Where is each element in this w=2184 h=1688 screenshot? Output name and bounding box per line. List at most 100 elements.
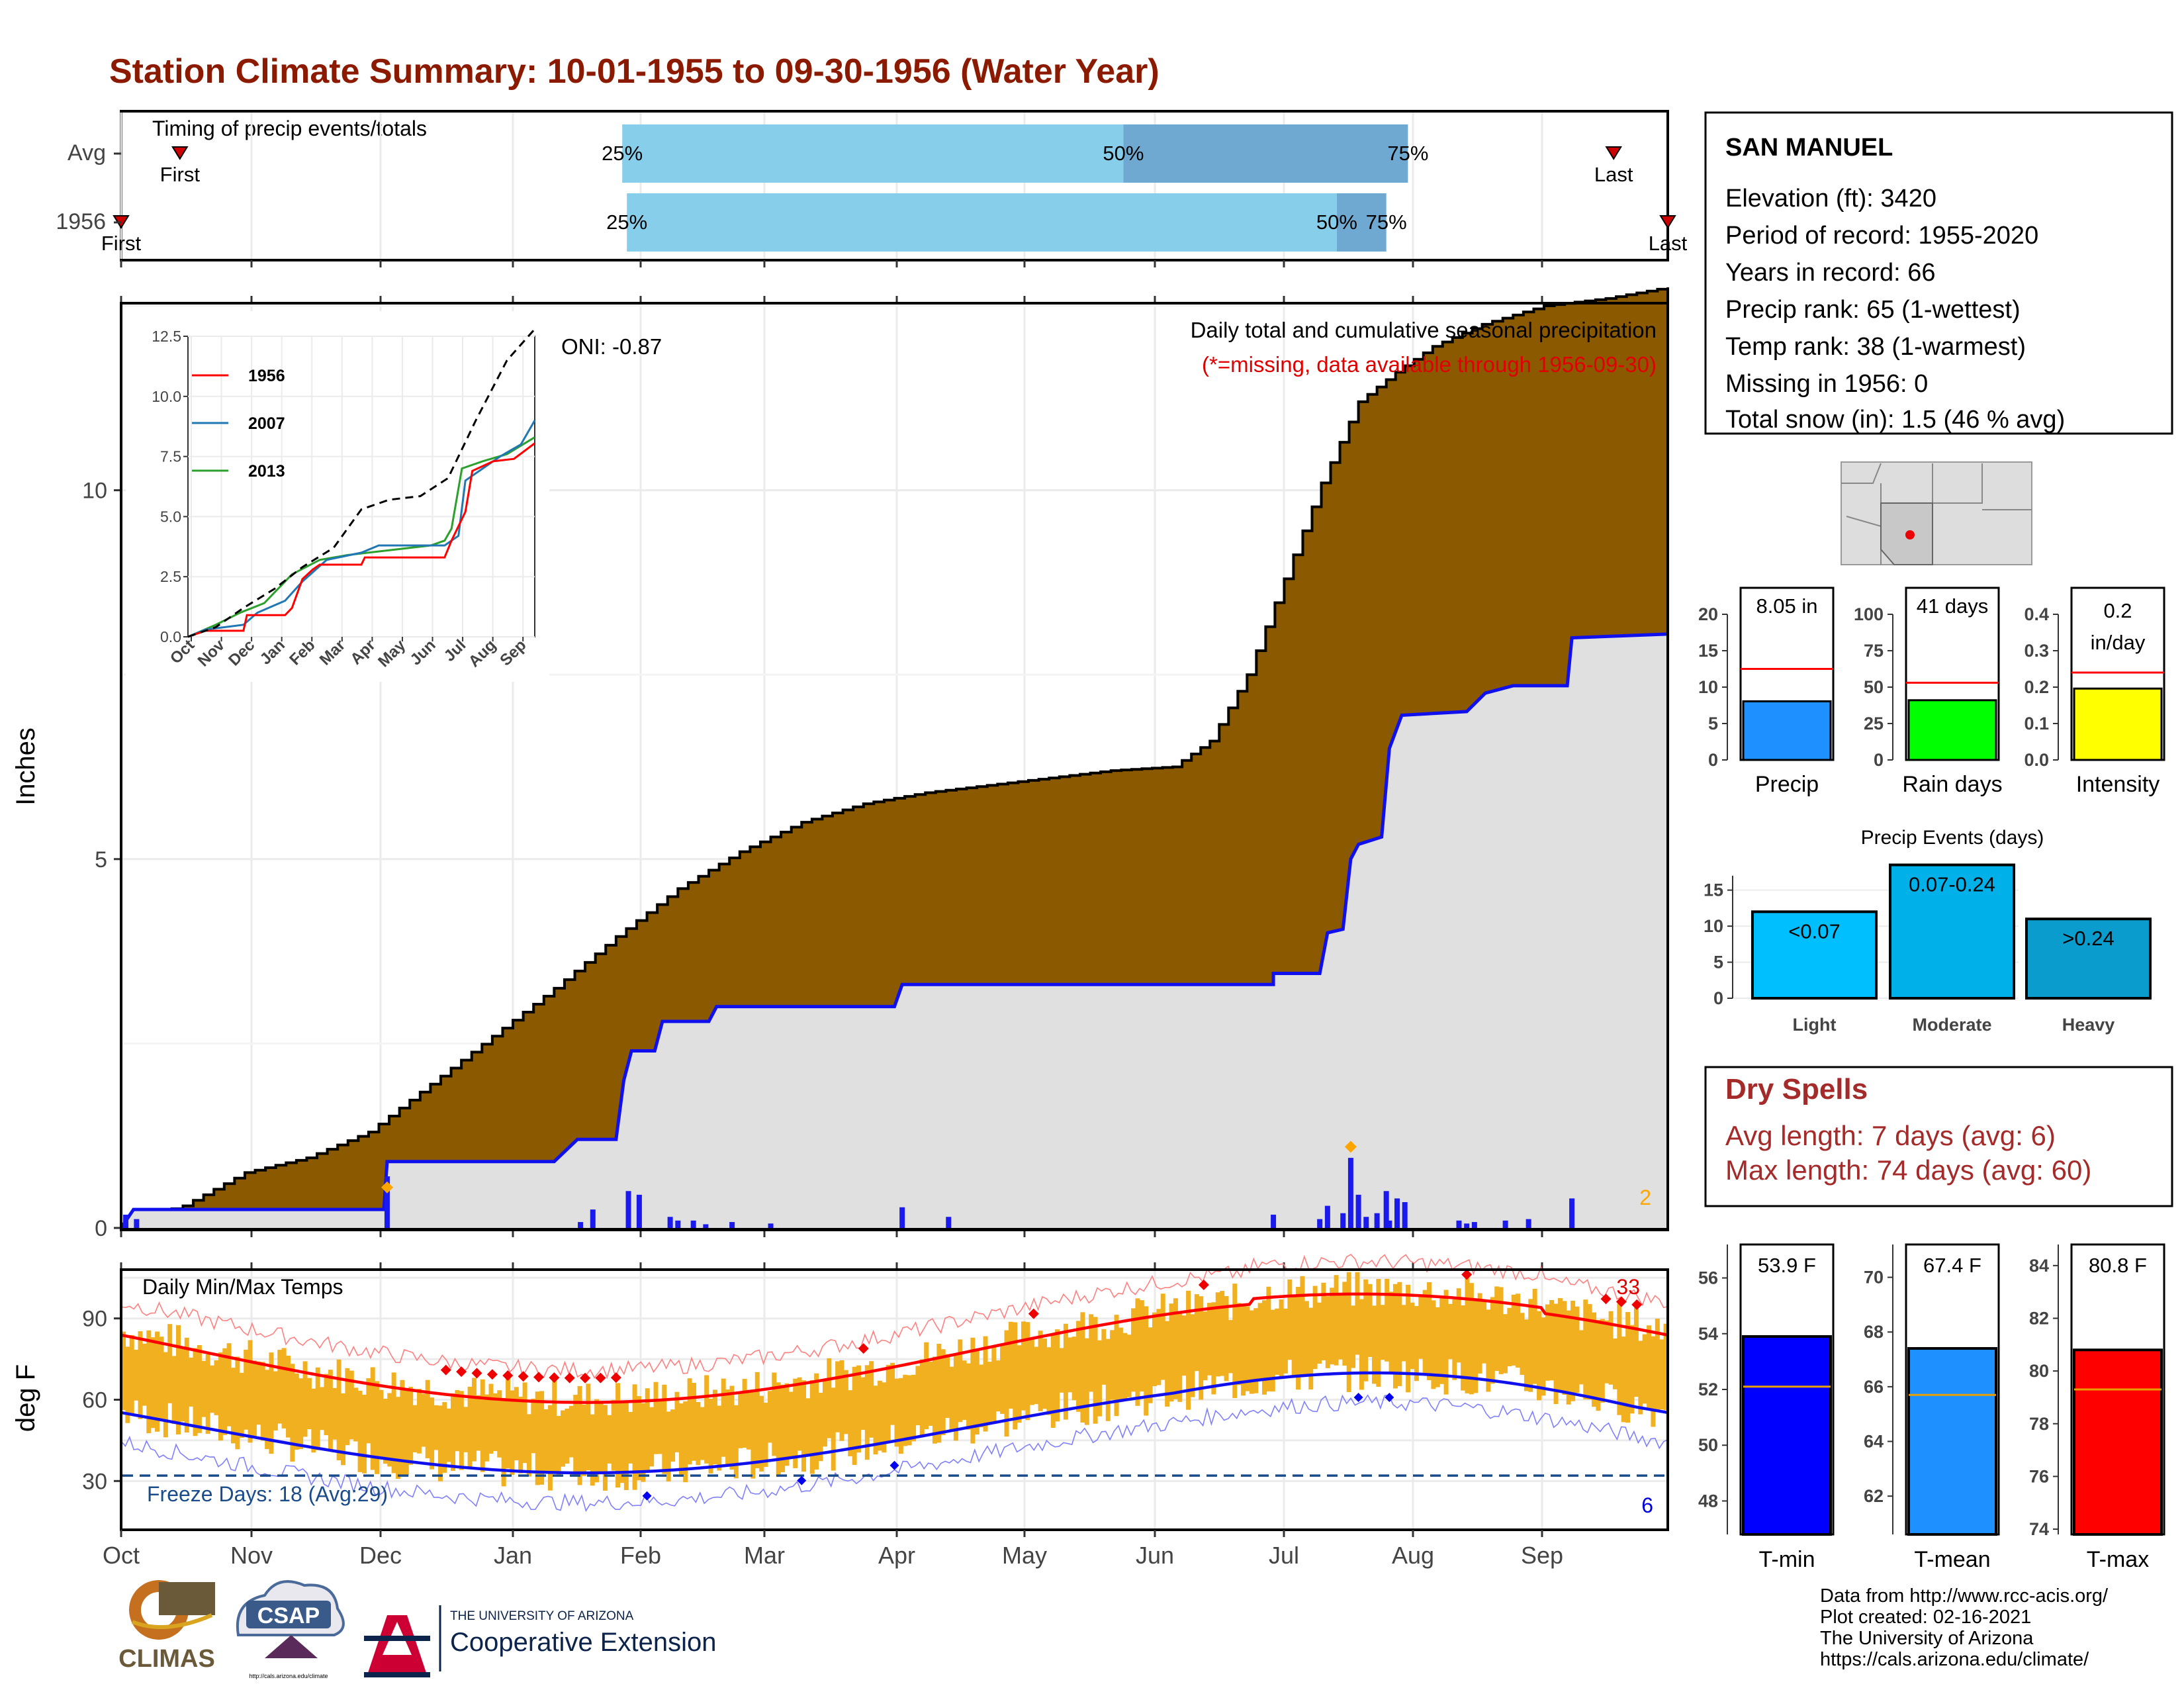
daily-temp-range-bar (987, 1362, 992, 1425)
daily-temp-range-bar (251, 1360, 257, 1437)
daily-temp-range-bar (882, 1382, 887, 1453)
month-tick-label: May (1002, 1542, 1047, 1569)
daily-temp-range-bar (717, 1405, 722, 1471)
daily-temp-range-bar (341, 1393, 346, 1466)
dry-spells-frame (1704, 1066, 2173, 1207)
precip-description: Daily total and cumulative seasonal prec… (1191, 318, 1657, 342)
daily-temp-range-bar (375, 1381, 380, 1474)
daily-temp-range-bar (129, 1335, 134, 1414)
daily-precip-bar (1355, 1194, 1361, 1228)
station-line: Precip rank: 65 (1-wettest) (1725, 296, 2021, 324)
missing-data-marker (1344, 1141, 1357, 1153)
daily-temp-range-bar (531, 1398, 536, 1454)
daily-temp-range-bar (1532, 1289, 1537, 1384)
daily-temp-range-bar (1596, 1319, 1601, 1411)
daily-temp-range-bar (1177, 1313, 1183, 1402)
daily-temp-range-bar (966, 1363, 972, 1430)
daily-temp-range-bar (649, 1407, 655, 1467)
daily-temp-range-bar (210, 1365, 215, 1413)
daily-temp-range-bar (265, 1370, 270, 1450)
daily-temp-range-bar (277, 1350, 283, 1424)
daily-temp-range-bar (1431, 1300, 1436, 1389)
station-info-box: SAN MANUEL Elevation (ft): 3420 Period o… (1704, 111, 2173, 435)
precip-y-tick-label: 0 (95, 1216, 107, 1241)
mini-y-tick-label: 75 (1864, 641, 1884, 661)
daily-temp-range-bar (637, 1396, 641, 1481)
daily-temp-range-bar (607, 1415, 612, 1464)
daily-temp-range-bar (514, 1387, 519, 1460)
daily-temp-range-bar (619, 1401, 625, 1483)
events-y-tick-label: 10 (1704, 916, 1723, 936)
daily-temp-range-bar (581, 1404, 586, 1476)
avg-min-line (120, 1371, 1668, 1475)
temp-bar-y-tick-label: 74 (2029, 1519, 2049, 1539)
daily-temp-range-bar (1612, 1338, 1617, 1389)
daily-temp-range-bar (1287, 1279, 1293, 1360)
temp-bar-y-tick-label: 52 (1698, 1380, 1718, 1399)
daily-temp-range-bar (311, 1388, 316, 1453)
month-tick-label: Jul (1269, 1542, 1299, 1569)
daily-temp-range-bar (1427, 1282, 1432, 1380)
dry-spells-title: Dry Spells (1725, 1073, 1868, 1105)
station-line: Elevation (ft): 3420 (1725, 185, 1936, 212)
daily-temp-range-bar (733, 1405, 739, 1479)
daily-temp-range-bar (163, 1352, 168, 1438)
daily-precip-bar (899, 1207, 905, 1228)
daily-temp-range-bar (1574, 1306, 1580, 1393)
month-tick-label: Dec (359, 1542, 402, 1569)
record-high-marker (858, 1343, 869, 1354)
daily-temp-range-bar (1131, 1308, 1136, 1392)
daily-temp-range-bar (809, 1380, 815, 1474)
daily-temp-range-bar (1629, 1325, 1635, 1414)
first-label: First (101, 232, 142, 255)
daily-temp-range-bar (244, 1349, 249, 1430)
daily-temp-range-bar (890, 1362, 895, 1425)
daily-temp-range-bar (1401, 1305, 1406, 1362)
daily-temp-range-bar (1321, 1282, 1326, 1360)
daily-temp-range-bar (1562, 1301, 1567, 1395)
daily-precip-bar (703, 1224, 709, 1228)
daily-temp-range-bar (357, 1390, 363, 1472)
daily-temp-range-bar (898, 1378, 903, 1454)
daily-temp-range-bar (979, 1364, 984, 1428)
daily-temp-range-bar (1275, 1308, 1280, 1375)
station-line: Years in record: 66 (1725, 259, 1936, 287)
cumulative-1956-fill (121, 633, 1668, 1228)
daily-temp-range-bar (1042, 1338, 1047, 1409)
daily-precip-bar (1525, 1219, 1531, 1228)
event-value-label: >0.24 (2062, 927, 2114, 950)
credit-line: Data from http://www.rcc-acis.org/ (1820, 1585, 2109, 1607)
daily-temp-range-bar (1447, 1303, 1453, 1360)
daily-temp-range-bar (306, 1378, 312, 1429)
daily-temp-range-bar (1604, 1320, 1610, 1383)
daily-temp-range-bar (1443, 1289, 1449, 1395)
daily-precip-bar (1324, 1205, 1330, 1228)
daily-temp-range-bar (552, 1380, 557, 1472)
mini-value-bar (1907, 699, 1997, 761)
month-tick-label: Mar (744, 1542, 785, 1569)
daily-temp-range-bar (471, 1378, 477, 1462)
timing-bar-50-75 (1336, 193, 1387, 252)
daily-temp-range-bar (1372, 1305, 1377, 1384)
daily-temp-range-bar (1541, 1317, 1546, 1396)
daily-temp-range-bar (1355, 1272, 1360, 1355)
month-tick-label: Nov (230, 1542, 273, 1569)
daily-temp-range-bar (1498, 1287, 1504, 1374)
timing-label: Timing of precip events/totals (152, 117, 427, 140)
daily-temp-range-bar (590, 1414, 595, 1486)
daily-temp-range-bar (628, 1412, 633, 1464)
month-tick-label: Feb (620, 1542, 661, 1569)
daily-temp-range-bar (1199, 1296, 1204, 1400)
daily-temp-range-bar (205, 1354, 210, 1434)
daily-temp-range-bar (1194, 1294, 1199, 1372)
daily-temp-range-bar (1549, 1299, 1555, 1381)
daily-temp-range-bar (1122, 1333, 1128, 1401)
daily-temp-range-bar (696, 1401, 701, 1466)
daily-temp-range-bar (666, 1411, 671, 1481)
daily-temp-range-bar (522, 1382, 527, 1464)
daily-temp-range-bar (805, 1398, 811, 1456)
daily-temp-range-bar (1516, 1293, 1521, 1368)
temp-bar-y-tick-label: 84 (2029, 1256, 2049, 1276)
last-marker (1659, 215, 1676, 229)
daily-precip-bar (636, 1194, 642, 1228)
